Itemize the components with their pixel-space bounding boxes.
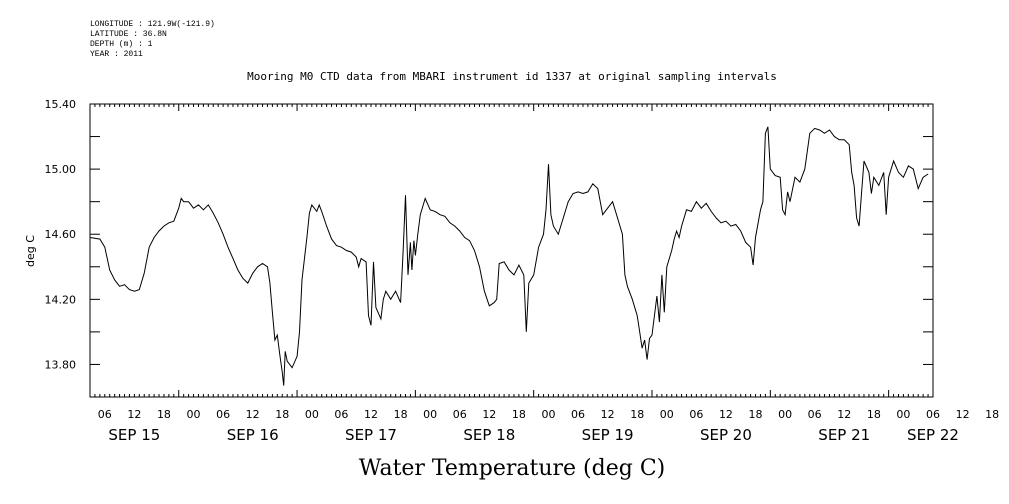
- x-tick-label: 00: [541, 408, 555, 421]
- date-label: SEP 17: [345, 426, 397, 444]
- x-tick-label: 00: [423, 408, 437, 421]
- date-label: SEP 18: [463, 426, 515, 444]
- x-tick-label: 12: [246, 408, 260, 421]
- x-tick-label: 06: [453, 408, 467, 421]
- x-tick-label: 18: [394, 408, 408, 421]
- date-label: SEP 15: [108, 426, 160, 444]
- x-tick-label: 06: [334, 408, 348, 421]
- x-tick-label: 12: [719, 408, 733, 421]
- x-tick-label: 06: [808, 408, 822, 421]
- x-tick-label: 18: [749, 408, 763, 421]
- x-tick-label: 00: [660, 408, 674, 421]
- x-tick-label: 12: [601, 408, 615, 421]
- meta-year: YEAR : 2011: [90, 50, 143, 59]
- y-axis: 15.40 15.00 14.60 14.20 13.80: [45, 98, 933, 398]
- date-label: SEP 22: [907, 426, 959, 444]
- x-tick-label: 06: [571, 408, 585, 421]
- x-tick-label: 18: [512, 408, 526, 421]
- x-tick-label: 06: [216, 408, 230, 421]
- x-tick-label: 06: [689, 408, 703, 421]
- x-tick-label: 18: [867, 408, 881, 421]
- meta-latitude: LATITUDE : 36.8N: [90, 30, 167, 39]
- x-tick-label: 12: [837, 408, 851, 421]
- x-tick-label: 00: [187, 408, 201, 421]
- x-tick-label: 00: [778, 408, 792, 421]
- chart-title: Mooring M0 CTD data from MBARI instrumen…: [247, 70, 777, 83]
- series-line: [89, 126, 929, 386]
- x-tick-label: 06: [926, 408, 940, 421]
- x-tick-label: 18: [630, 408, 644, 421]
- y-tick-label: 15.40: [45, 98, 77, 111]
- plot-frame: [89, 103, 934, 398]
- y-tick-label: 14.20: [45, 293, 77, 306]
- x-tick-label: 18: [275, 408, 289, 421]
- x-tick-label: 00: [896, 408, 910, 421]
- metadata-block: LONGITUDE : 121.9W(-121.9) LATITUDE : 36.…: [90, 20, 215, 60]
- x-tick-label: 12: [127, 408, 141, 421]
- y-tick-label: 15.00: [45, 163, 77, 176]
- x-tick-label: 12: [364, 408, 378, 421]
- meta-depth: DEPTH (m) : 1: [90, 40, 153, 49]
- date-label: SEP 21: [818, 426, 870, 444]
- x-tick-label: 00: [305, 408, 319, 421]
- y-tick-label: 14.60: [45, 228, 77, 241]
- y-tick-label: 13.80: [45, 358, 77, 371]
- x-tick-label: 12: [956, 408, 970, 421]
- x-axis-label: Water Temperature (deg C): [359, 456, 666, 481]
- x-tick-label: 18: [157, 408, 171, 421]
- x-tick-label: 06: [98, 408, 112, 421]
- date-label: SEP 20: [700, 426, 752, 444]
- date-label: SEP 16: [227, 426, 279, 444]
- x-axis: 06 12 18 00 06 12 18 00 06 12 18 00 06 12 18 00 06 12 18 00…: [89, 104, 999, 444]
- x-tick-label: 18: [985, 408, 999, 421]
- y-axis-label: deg C: [24, 235, 37, 267]
- date-label: SEP 19: [582, 426, 634, 444]
- meta-longitude: LONGITUDE : 121.9W(-121.9): [90, 20, 215, 29]
- x-tick-label: 12: [482, 408, 496, 421]
